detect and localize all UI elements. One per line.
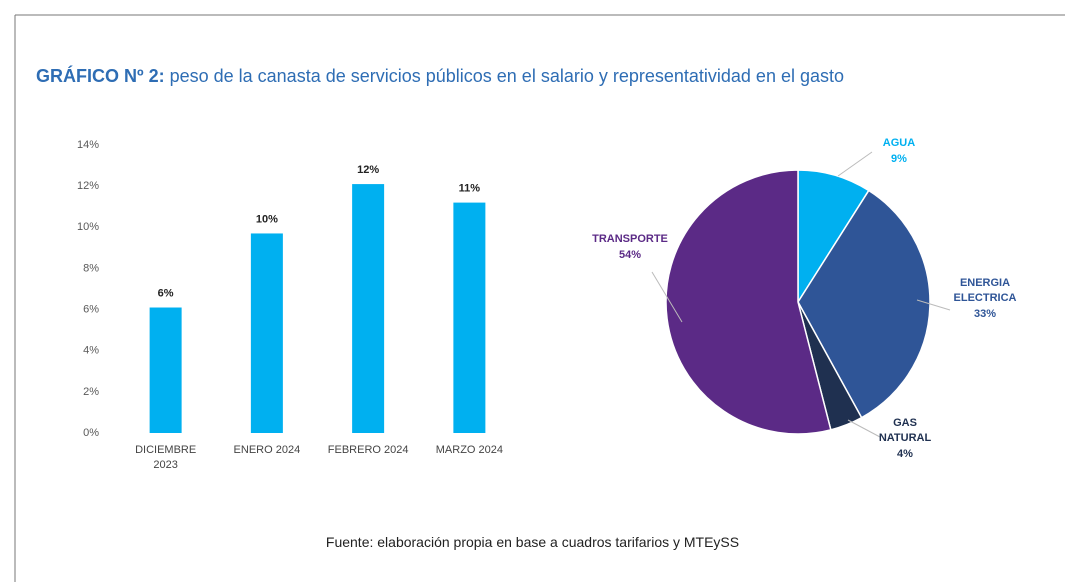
pie-label: ENERGIA ELECTRICA bbox=[953, 277, 1017, 304]
pie-value-label: 4% bbox=[897, 448, 913, 460]
y-tick-label: 4% bbox=[83, 345, 99, 357]
x-tick-label: MARZO 2024 bbox=[435, 444, 503, 456]
pie-label: TRANSPORTE bbox=[592, 233, 668, 245]
data-label: 6% bbox=[158, 287, 174, 299]
y-tick-label: 12% bbox=[77, 180, 99, 192]
y-tick-label: 2% bbox=[83, 386, 99, 398]
data-label: 12% bbox=[357, 164, 379, 176]
bar bbox=[352, 184, 385, 433]
x-tick-label: DICIEMBRE 2023 bbox=[135, 444, 197, 471]
pie-slice bbox=[665, 169, 832, 435]
data-label: 10% bbox=[256, 213, 278, 225]
leader-line bbox=[916, 299, 951, 311]
source-note: Fuente: elaboración propia en base a cua… bbox=[325, 534, 740, 550]
pie-label: AGUA bbox=[882, 137, 916, 149]
leader-line bbox=[847, 419, 881, 438]
title-label: GRÁFICO Nº 2: bbox=[36, 66, 165, 86]
data-label: 11% bbox=[459, 183, 481, 195]
y-tick-label: 14% bbox=[77, 139, 99, 151]
pie-value-label: 54% bbox=[618, 249, 642, 261]
y-tick-label: 0% bbox=[83, 427, 99, 439]
leader-line bbox=[837, 151, 873, 177]
chart-title: GRÁFICO Nº 2: peso de la canasta de serv… bbox=[36, 66, 844, 87]
title-text: peso de la canasta de servicios públicos… bbox=[169, 66, 844, 86]
bar bbox=[149, 307, 182, 433]
y-tick-label: 8% bbox=[83, 262, 99, 274]
y-tick-label: 10% bbox=[77, 221, 99, 233]
pie-value-label: 9% bbox=[891, 153, 907, 165]
pie-value-label: 33% bbox=[973, 308, 997, 320]
pie-label: GAS NATURAL bbox=[878, 417, 932, 444]
x-tick-label: ENERO 2024 bbox=[233, 444, 301, 456]
y-tick-label: 6% bbox=[83, 303, 99, 315]
x-tick-label: FEBRERO 2024 bbox=[327, 444, 409, 456]
leader-line bbox=[651, 271, 683, 323]
bar bbox=[453, 202, 486, 433]
bar bbox=[250, 233, 283, 433]
